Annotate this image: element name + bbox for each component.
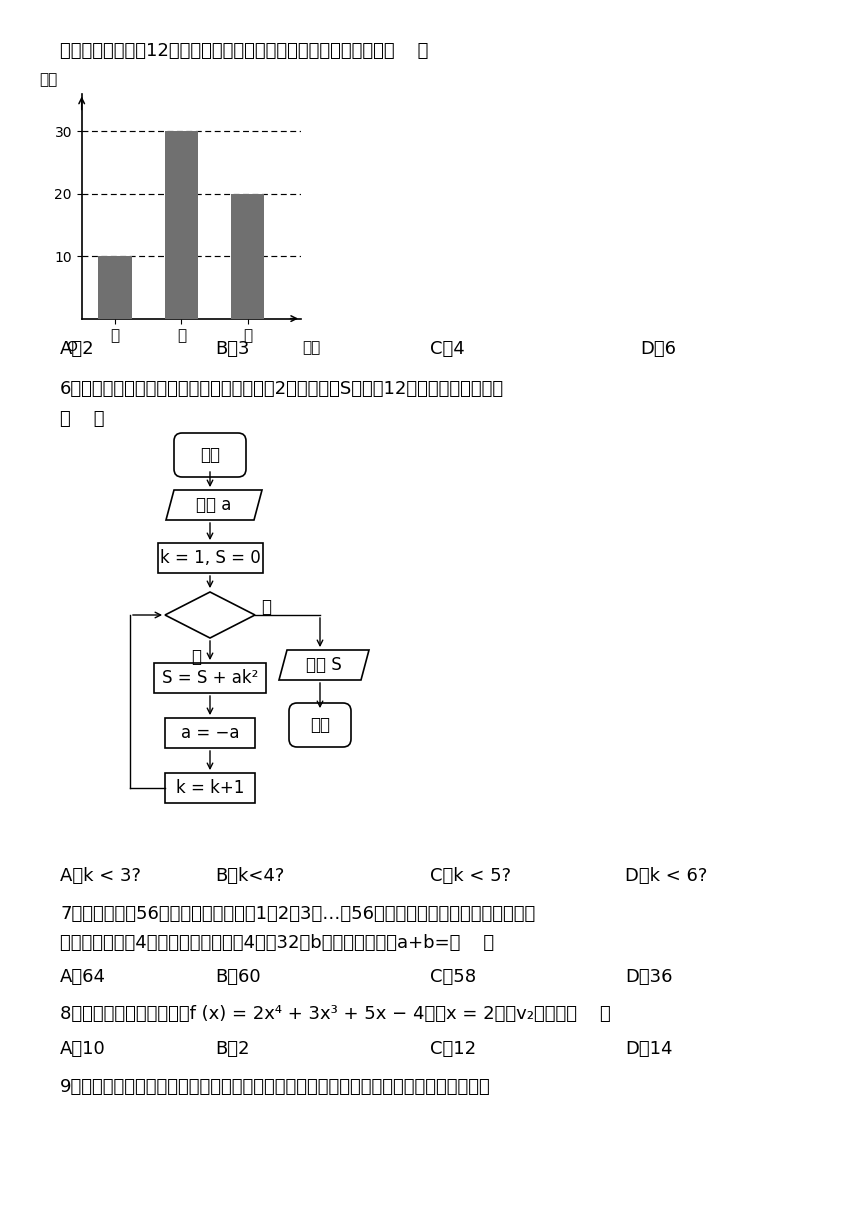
Text: D．k < 6?: D．k < 6? [625,867,708,885]
Text: 人数: 人数 [40,73,58,88]
Text: 小区: 小区 [303,340,321,355]
Text: 否: 否 [261,598,271,617]
Text: B．60: B．60 [215,968,261,986]
Text: 9．某人午睡醒来，发现表停了，他打开收音机，想听电台整点报时，他等待的时间不多于: 9．某人午睡醒来，发现表停了，他打开收音机，想听电台整点报时，他等待的时间不多于 [60,1079,491,1096]
Bar [98,257,132,319]
Text: C．k < 5?: C．k < 5? [430,867,511,885]
Text: 抜取一个容量为4的样本，抜得编号为4，，32，b的学生样本，则a+b=（    ）: 抜取一个容量为4的样本，抜得编号为4，，32，b的学生样本，则a+b=（ ） [60,934,494,952]
Text: C．4: C．4 [430,340,464,358]
Polygon shape [166,490,262,520]
Bar [154,663,266,693]
Text: 8．用秦九韶算法计算函数f (x) = 2x⁴ + 3x³ + 5x − 4，当x = 2时，v₂的値为（    ）: 8．用秦九韶算法计算函数f (x) = 2x⁴ + 3x³ + 5x − 4，当… [60,1004,611,1023]
Text: 6．运行如图所示的程序框图，若输入的値为2时，输出的S的値为12，则判断框中可以填: 6．运行如图所示的程序框图，若输入的値为2时，输出的S的値为12，则判断框中可以… [60,379,504,398]
Text: B．k<4?: B．k<4? [215,867,285,885]
Text: D．14: D．14 [625,1040,673,1058]
Text: O: O [66,340,77,354]
Bar [165,717,255,748]
Text: S = S + ak²: S = S + ak² [162,669,258,687]
Bar [165,773,255,803]
FancyBboxPatch shape [174,433,246,477]
Text: 结束: 结束 [310,716,330,734]
Text: 7．某班有学生56人，现将所有学生扩1，2，3，…，56随机编号，若采用系统抜样的方法: 7．某班有学生56人，现将所有学生扩1，2，3，…，56随机编号，若采用系统抜样… [60,905,535,923]
FancyBboxPatch shape [289,703,351,747]
Text: C．12: C．12 [430,1040,476,1058]
Text: （    ）: （ ） [60,410,105,428]
Text: 输出 S: 输出 S [306,655,342,674]
Text: a = −a: a = −a [181,724,239,742]
Polygon shape [279,651,369,680]
Text: B．2: B．2 [215,1040,249,1058]
Text: 输入 a: 输入 a [196,496,231,514]
Text: 极拳爱好者中抜取12名参加太极拳表演；则丙小区应抜取的人数为（    ）: 极拳爱好者中抜取12名参加太极拳表演；则丙小区应抜取的人数为（ ） [60,43,428,60]
Text: 开始: 开始 [200,446,220,465]
Text: A．10: A．10 [60,1040,106,1058]
Text: 是: 是 [191,648,201,666]
Polygon shape [165,592,255,638]
Text: D．6: D．6 [640,340,676,358]
Text: A．64: A．64 [60,968,106,986]
Text: A．2: A．2 [60,340,95,358]
Text: k = 1, S = 0: k = 1, S = 0 [160,548,261,567]
Bar [165,131,198,319]
Text: B．3: B．3 [215,340,249,358]
Bar [157,544,262,573]
Text: A．k < 3?: A．k < 3? [60,867,141,885]
Text: k = k+1: k = k+1 [175,779,244,796]
Text: C．58: C．58 [430,968,476,986]
Bar [231,193,265,319]
Text: D．36: D．36 [625,968,673,986]
